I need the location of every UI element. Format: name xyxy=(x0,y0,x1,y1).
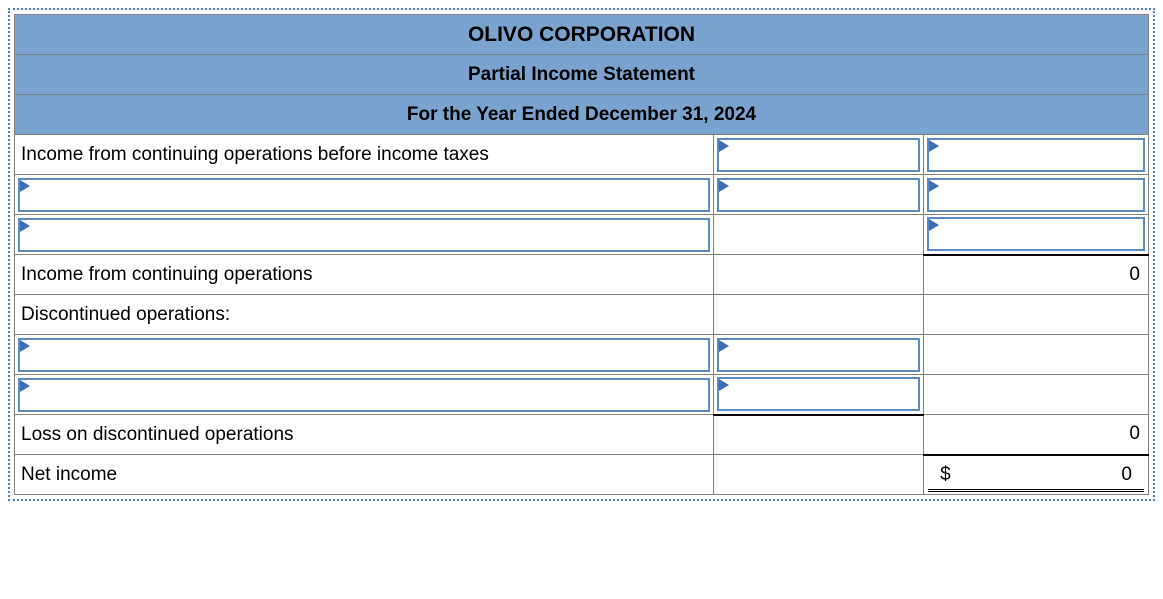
table-row: Discontinued operations: xyxy=(15,295,1149,335)
dropdown-flag-icon xyxy=(20,380,30,392)
table-row xyxy=(15,335,1149,375)
amount-cell xyxy=(714,135,924,175)
amount-cell xyxy=(924,175,1149,215)
table-row xyxy=(15,375,1149,415)
header-row-title: Partial Income Statement xyxy=(15,55,1149,95)
row-label-net-income: Net income xyxy=(15,455,714,495)
income-statement-table: OLIVO CORPORATION Partial Income Stateme… xyxy=(14,14,1149,495)
row-label-income-before-tax: Income from continuing operations before… xyxy=(15,135,714,175)
currency-symbol: $ xyxy=(940,464,951,486)
amount-cell-empty xyxy=(714,255,924,295)
dropdown-flag-icon xyxy=(719,180,729,192)
amount-cell-empty xyxy=(714,415,924,455)
row-label-discontinued: Discontinued operations: xyxy=(15,295,714,335)
statement-container: OLIVO CORPORATION Partial Income Stateme… xyxy=(8,8,1155,501)
dropdown-flag-icon xyxy=(719,379,729,391)
dropdown-flag-icon xyxy=(20,340,30,352)
table-row: Income from continuing operations before… xyxy=(15,135,1149,175)
table-row xyxy=(15,175,1149,215)
double-underline xyxy=(928,489,1144,492)
net-income-value: 0 xyxy=(1121,464,1132,486)
amount-cell-empty xyxy=(714,215,924,255)
amount-input[interactable] xyxy=(717,338,920,372)
dropdown-flag-icon xyxy=(929,180,939,192)
header-row-period: For the Year Ended December 31, 2024 xyxy=(15,95,1149,135)
description-cell xyxy=(15,375,714,415)
table-row: Loss on discontinued operations 0 xyxy=(15,415,1149,455)
header-row-company: OLIVO CORPORATION xyxy=(15,15,1149,55)
description-dropdown[interactable] xyxy=(18,178,710,212)
dropdown-flag-icon xyxy=(929,219,939,231)
dropdown-flag-icon xyxy=(20,180,30,192)
description-cell xyxy=(15,215,714,255)
amount-input[interactable] xyxy=(717,377,920,411)
amount-cell xyxy=(714,175,924,215)
amount-input[interactable] xyxy=(927,138,1145,172)
dropdown-flag-icon xyxy=(20,220,30,232)
dropdown-flag-icon xyxy=(929,140,939,152)
description-dropdown[interactable] xyxy=(18,338,710,372)
dropdown-flag-icon xyxy=(719,340,729,352)
company-name: OLIVO CORPORATION xyxy=(15,15,1149,55)
row-label-income-cont-ops: Income from continuing operations xyxy=(15,255,714,295)
table-row xyxy=(15,215,1149,255)
table-row: Net income $ 0 xyxy=(15,455,1149,495)
amount-cell-empty xyxy=(714,455,924,495)
amount-cell xyxy=(714,375,924,415)
description-dropdown[interactable] xyxy=(18,218,710,252)
amount-cell xyxy=(714,335,924,375)
amount-cell-empty xyxy=(924,295,1149,335)
dropdown-flag-icon xyxy=(719,140,729,152)
statement-title: Partial Income Statement xyxy=(15,55,1149,95)
table-row: Income from continuing operations 0 xyxy=(15,255,1149,295)
amount-cell-empty xyxy=(714,295,924,335)
amount-cell-empty xyxy=(924,335,1149,375)
amount-input[interactable] xyxy=(927,217,1145,251)
description-cell xyxy=(15,175,714,215)
description-cell xyxy=(15,335,714,375)
amount-net-income: $ 0 xyxy=(924,455,1149,495)
amount-loss-disc-ops: 0 xyxy=(924,415,1149,455)
amount-cell xyxy=(924,135,1149,175)
amount-input[interactable] xyxy=(717,138,920,172)
row-label-loss-disc-ops: Loss on discontinued operations xyxy=(15,415,714,455)
description-dropdown[interactable] xyxy=(18,378,710,412)
amount-income-cont-ops: 0 xyxy=(924,255,1149,295)
amount-input[interactable] xyxy=(927,178,1145,212)
statement-period: For the Year Ended December 31, 2024 xyxy=(15,95,1149,135)
amount-input[interactable] xyxy=(717,178,920,212)
amount-cell-empty xyxy=(924,375,1149,415)
amount-cell xyxy=(924,215,1149,255)
